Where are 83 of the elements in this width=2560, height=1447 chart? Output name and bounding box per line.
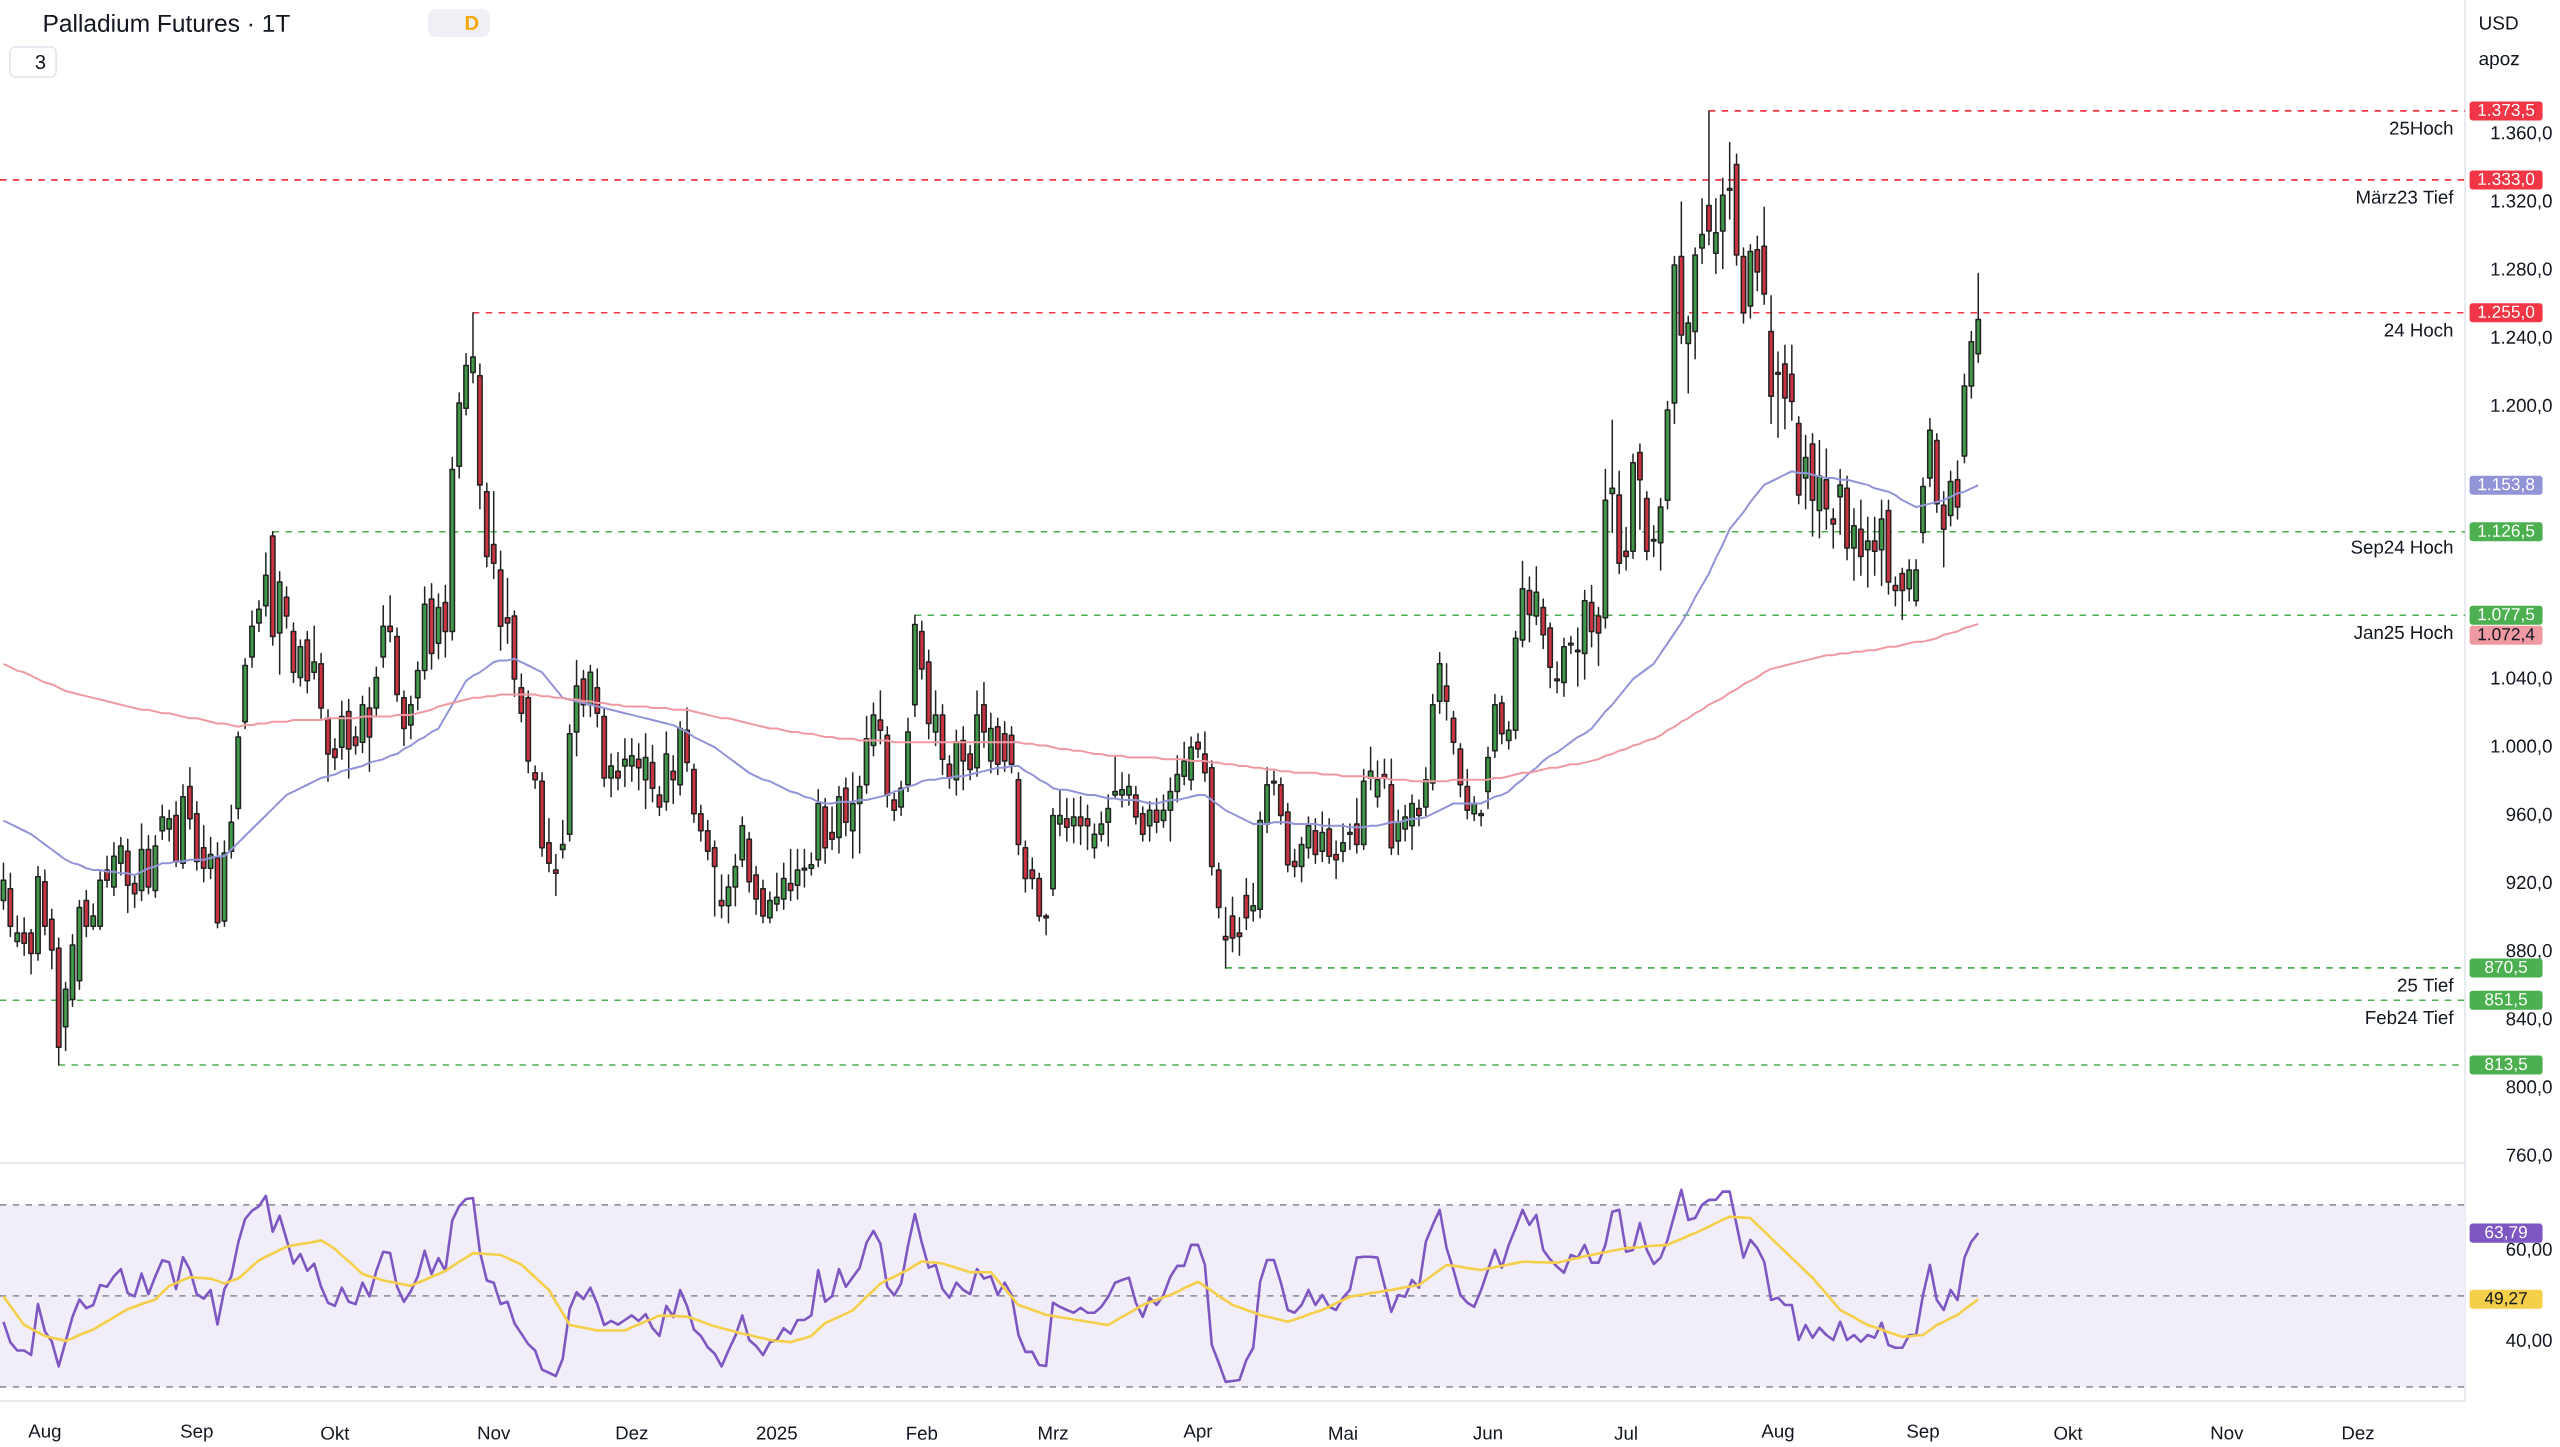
ref-line-label: 25Hoch	[2389, 121, 2453, 135]
y-tick-label: 1.320,0	[2491, 194, 2552, 210]
text: 1.373,5	[2478, 103, 2535, 119]
y-tick-label: 40,00	[2506, 1333, 2552, 1350]
text: 1.072,4	[2478, 628, 2535, 643]
candlestick	[1699, 197, 1706, 265]
x-tick-label: Feb	[907, 1426, 938, 1440]
text: apoz	[2479, 54, 2519, 70]
x-tick-label: Okt	[321, 1426, 350, 1440]
x-tick-label: Mrz	[1038, 1426, 1068, 1440]
annotation: 3	[35, 54, 46, 70]
candlestick	[1830, 507, 1837, 549]
x-tick-label: Apr	[1183, 1424, 1213, 1442]
ref-line-label: Sep24 Hoch	[2351, 540, 2453, 558]
text: 851,5	[2485, 993, 2527, 1008]
candlestick	[566, 724, 573, 842]
candlestick	[1920, 477, 1926, 544]
y-tick-label: 1.360,0	[2491, 126, 2552, 142]
ref-line-label: Jan25 Hoch	[2354, 625, 2453, 640]
candlestick	[242, 657, 249, 730]
ref-line-label: März23 Tief	[2357, 190, 2454, 204]
ref-line-label: Feb24 Tief	[2366, 1010, 2454, 1025]
candlestick	[228, 804, 235, 859]
candlestick	[1215, 862, 1222, 919]
candlestick	[394, 627, 400, 703]
candlestick	[1712, 197, 1719, 275]
candlestick	[1105, 794, 1112, 847]
x-tick-label: Dez	[616, 1426, 648, 1440]
x-tick-label: Sep	[1907, 1424, 1939, 1442]
x-tick-label: 2025	[756, 1426, 797, 1440]
text: USD	[2480, 16, 2518, 30]
candlestick	[1457, 743, 1464, 798]
x-tick-label: Jul	[1614, 1426, 1637, 1440]
text: 49,27	[2484, 1292, 2527, 1307]
y-tick-label: 760,0	[2506, 1148, 2552, 1164]
text: 1.333,0	[2478, 172, 2535, 188]
x-tick-label: Nov	[478, 1426, 511, 1440]
x-tick-label: Jun	[1473, 1426, 1502, 1440]
text: 1.077,5	[2478, 608, 2535, 623]
y-tick-label: 960,0	[2506, 807, 2552, 824]
x-tick-label: Aug	[28, 1424, 61, 1442]
chart-title: Palladium Futures · 1T	[44, 13, 290, 32]
candlestick	[1706, 110, 1712, 246]
candlestick	[532, 765, 539, 789]
text: 1.126,5	[2478, 524, 2535, 539]
candlestick	[1719, 177, 1726, 270]
ref-line-label: 24 Hoch	[2384, 322, 2453, 337]
annotation: D	[465, 16, 479, 30]
text: 63,79	[2485, 1225, 2527, 1241]
text: 1.153,8	[2478, 478, 2535, 493]
text: 813,5	[2485, 1057, 2527, 1073]
text: 1.255,0	[2478, 305, 2535, 320]
y-tick-label: 920,0	[2506, 875, 2552, 892]
candlestick	[1271, 770, 1277, 796]
candlestick	[476, 363, 483, 510]
y-tick-label: 800,0	[2506, 1080, 2552, 1096]
x-tick-label: Nov	[2211, 1426, 2244, 1440]
y-tick-label: 880,0	[2506, 944, 2552, 960]
candlestick	[1485, 746, 1491, 810]
x-tick-label: Okt	[2054, 1426, 2083, 1440]
y-tick-label: 1.280,0	[2491, 262, 2552, 278]
candlestick	[559, 819, 566, 859]
candlestick	[884, 726, 891, 808]
candlestick	[255, 599, 262, 633]
candlestick	[905, 717, 911, 793]
candlestick	[249, 610, 255, 668]
candlestick	[1567, 635, 1574, 655]
y-tick-label: 840,0	[2506, 1012, 2552, 1028]
y-tick-label: 60,00	[2506, 1242, 2552, 1259]
x-tick-label: Mai	[1329, 1426, 1357, 1440]
y-tick-label: 1.040,0	[2491, 671, 2552, 687]
y-tick-label: 1.000,0	[2491, 739, 2552, 755]
candlestick	[1340, 823, 1346, 863]
y-tick-label: 1.200,0	[2491, 398, 2552, 415]
candlestick	[235, 731, 242, 820]
x-tick-label: Aug	[1761, 1424, 1794, 1442]
ref-line-label: 25 Tief	[2397, 978, 2454, 992]
x-tick-label: Sep	[181, 1424, 213, 1442]
x-tick-label: Dez	[2342, 1426, 2374, 1440]
y-tick-label: 1.240,0	[2491, 330, 2552, 347]
candlestick	[552, 853, 559, 897]
text: 870,5	[2485, 960, 2527, 976]
line-series	[2, 1188, 1980, 1384]
